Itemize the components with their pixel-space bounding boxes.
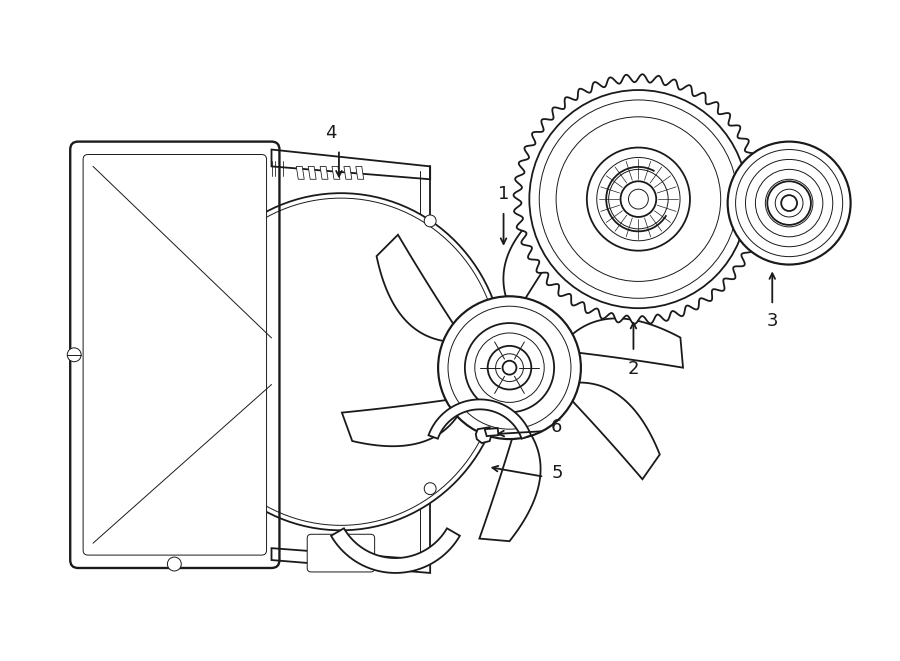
FancyBboxPatch shape	[307, 534, 374, 572]
Circle shape	[424, 483, 436, 494]
Polygon shape	[514, 74, 763, 324]
Polygon shape	[428, 399, 531, 439]
Circle shape	[587, 147, 690, 251]
Circle shape	[502, 361, 517, 375]
Polygon shape	[503, 200, 583, 298]
Text: 5: 5	[551, 464, 562, 482]
Circle shape	[68, 348, 81, 362]
Text: 6: 6	[551, 418, 562, 436]
Circle shape	[424, 215, 436, 227]
Polygon shape	[485, 428, 499, 436]
Polygon shape	[376, 235, 454, 341]
Text: 2: 2	[627, 360, 639, 377]
Polygon shape	[480, 436, 541, 541]
Circle shape	[621, 181, 656, 217]
Polygon shape	[344, 167, 352, 179]
Text: 4: 4	[325, 124, 337, 141]
Circle shape	[529, 90, 748, 308]
Polygon shape	[332, 167, 340, 179]
Text: 3: 3	[767, 312, 778, 330]
Polygon shape	[572, 319, 683, 368]
Circle shape	[167, 557, 181, 571]
Circle shape	[768, 181, 811, 225]
Polygon shape	[320, 167, 328, 179]
Polygon shape	[308, 167, 316, 179]
Polygon shape	[296, 167, 304, 179]
Polygon shape	[572, 383, 660, 479]
Circle shape	[727, 141, 850, 264]
Circle shape	[781, 195, 797, 211]
Polygon shape	[476, 427, 491, 443]
Polygon shape	[356, 167, 364, 179]
Circle shape	[438, 296, 580, 439]
Ellipse shape	[177, 193, 505, 530]
Polygon shape	[331, 528, 460, 573]
Polygon shape	[272, 548, 430, 573]
Polygon shape	[342, 400, 457, 446]
FancyBboxPatch shape	[83, 155, 266, 555]
Circle shape	[488, 346, 531, 389]
Circle shape	[465, 323, 554, 412]
Polygon shape	[272, 149, 430, 179]
Text: 1: 1	[498, 185, 509, 203]
